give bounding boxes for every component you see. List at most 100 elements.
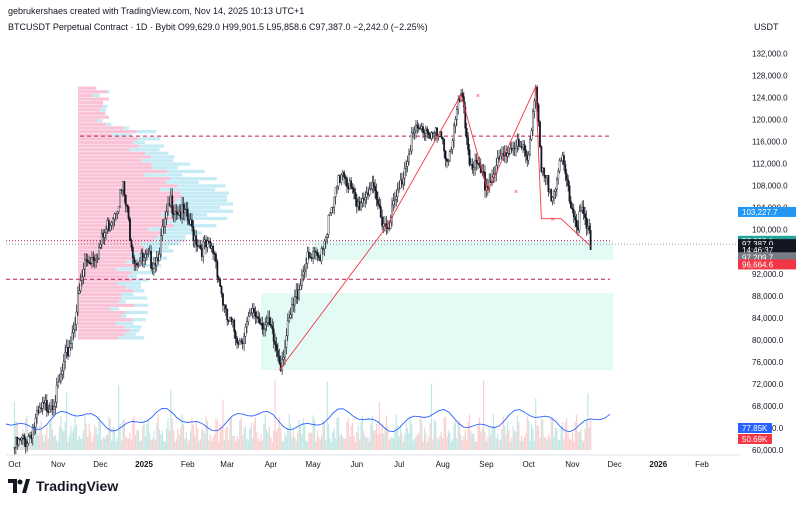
- candle-body: [377, 199, 379, 205]
- candle-body: [184, 209, 186, 214]
- candle-body: [346, 178, 348, 187]
- volume-bar: [75, 425, 78, 450]
- volume-bar: [366, 437, 368, 450]
- symbol-ohlc-line[interactable]: BTCUSDT Perpetual Contract · 1D · Bybit …: [8, 22, 428, 32]
- volume-bar: [34, 423, 37, 450]
- price-label: 97,387.0: [742, 240, 774, 249]
- volume-bar: [89, 431, 92, 450]
- volume-profile-bar: [78, 224, 174, 228]
- volume-bar: [142, 426, 144, 450]
- volume-bar: [406, 428, 409, 450]
- candle-body: [315, 250, 317, 253]
- volume-bar: [136, 430, 138, 450]
- volume-bar: [360, 421, 362, 450]
- volume-profile-bar: [78, 216, 175, 221]
- volume-bar: [457, 423, 459, 450]
- volume-profile-bar: [129, 329, 140, 333]
- price-axis-tick: 88,000.0: [752, 292, 784, 301]
- volume-profile-bar: [78, 173, 144, 177]
- volume-bar: [330, 441, 333, 450]
- volume-bar: [85, 423, 87, 450]
- volume-profile-bar: [78, 245, 145, 249]
- candle-body: [102, 233, 105, 238]
- price-label: 96,664.6: [742, 260, 774, 269]
- volume-bar: [43, 441, 45, 450]
- volume-bar: [478, 417, 480, 450]
- candle-body: [329, 212, 331, 216]
- volume-profile-bar: [148, 227, 191, 231]
- volume-bar: [340, 433, 342, 450]
- candle-body: [51, 405, 54, 410]
- candle-body: [85, 259, 88, 261]
- volume-profile-bar: [134, 303, 149, 307]
- volume-bar: [419, 415, 421, 450]
- volume-bar: [485, 441, 488, 450]
- volume-bar: [440, 431, 442, 450]
- candle-body: [575, 219, 578, 227]
- candle-body: [217, 277, 220, 280]
- candle-body: [251, 308, 254, 314]
- candle-body: [22, 435, 24, 439]
- candle-body: [127, 206, 130, 219]
- volume-bar: [44, 434, 47, 450]
- candle-body: [572, 209, 575, 217]
- volume-profile-bar: [144, 245, 169, 249]
- volume-bar: [287, 427, 289, 450]
- volume-bar: [351, 423, 354, 450]
- volume-bar: [332, 431, 334, 450]
- volume-profile-bar: [78, 133, 112, 137]
- volume-profile-bar: [78, 238, 154, 242]
- volume-profile-bar: [78, 187, 161, 192]
- volume-bar: [413, 438, 416, 450]
- candle-body: [330, 207, 333, 214]
- volume-bar: [289, 424, 292, 450]
- candle-body: [579, 210, 582, 212]
- candle-body: [347, 186, 350, 189]
- candle-body: [498, 157, 500, 160]
- volume-bar: [292, 428, 295, 450]
- candle-body: [433, 132, 436, 135]
- volume-profile-bar: [176, 205, 220, 210]
- time-axis-tick: Dec: [607, 460, 621, 469]
- candle-body: [305, 263, 307, 271]
- volume-bar: [346, 421, 348, 450]
- volume-profile-bar: [78, 263, 142, 268]
- candle-body: [532, 111, 534, 132]
- volume-bar: [583, 441, 585, 450]
- volume-bar: [194, 435, 196, 450]
- volume-bar: [277, 428, 279, 450]
- candle-body: [364, 196, 367, 201]
- candle-body: [399, 179, 402, 189]
- candle-body: [222, 293, 224, 306]
- volume-bar: [256, 431, 258, 450]
- volume-bar: [580, 429, 582, 450]
- candle-body: [516, 139, 519, 147]
- volume-bar: [536, 426, 538, 450]
- candle-body: [488, 180, 491, 191]
- price-axis-tick: 124,000.0: [752, 94, 788, 103]
- volume-profile-bar: [121, 314, 127, 318]
- volume-profile-bar: [78, 242, 140, 246]
- candle-body: [189, 219, 192, 225]
- volume-bar: [367, 437, 369, 450]
- candle-body: [293, 296, 296, 306]
- candle-body: [502, 153, 505, 156]
- volume-bar: [329, 438, 331, 450]
- volume-profile-bar: [151, 162, 191, 166]
- candle-body: [368, 188, 371, 196]
- candle-body: [131, 247, 134, 258]
- volume-bar: [436, 437, 438, 450]
- volume-bar: [398, 435, 400, 450]
- candle-body: [219, 279, 222, 287]
- volume-bar: [312, 415, 314, 450]
- volume-profile-bar: [78, 97, 109, 101]
- volume-bar: [99, 421, 101, 450]
- candle-body: [262, 328, 265, 330]
- candle-body: [68, 347, 71, 357]
- volume-bar: [73, 428, 75, 450]
- candle-body: [140, 252, 143, 262]
- volume-profile-bar: [106, 90, 110, 94]
- volume-profile-bar: [174, 202, 233, 206]
- volume-bar: [337, 417, 340, 450]
